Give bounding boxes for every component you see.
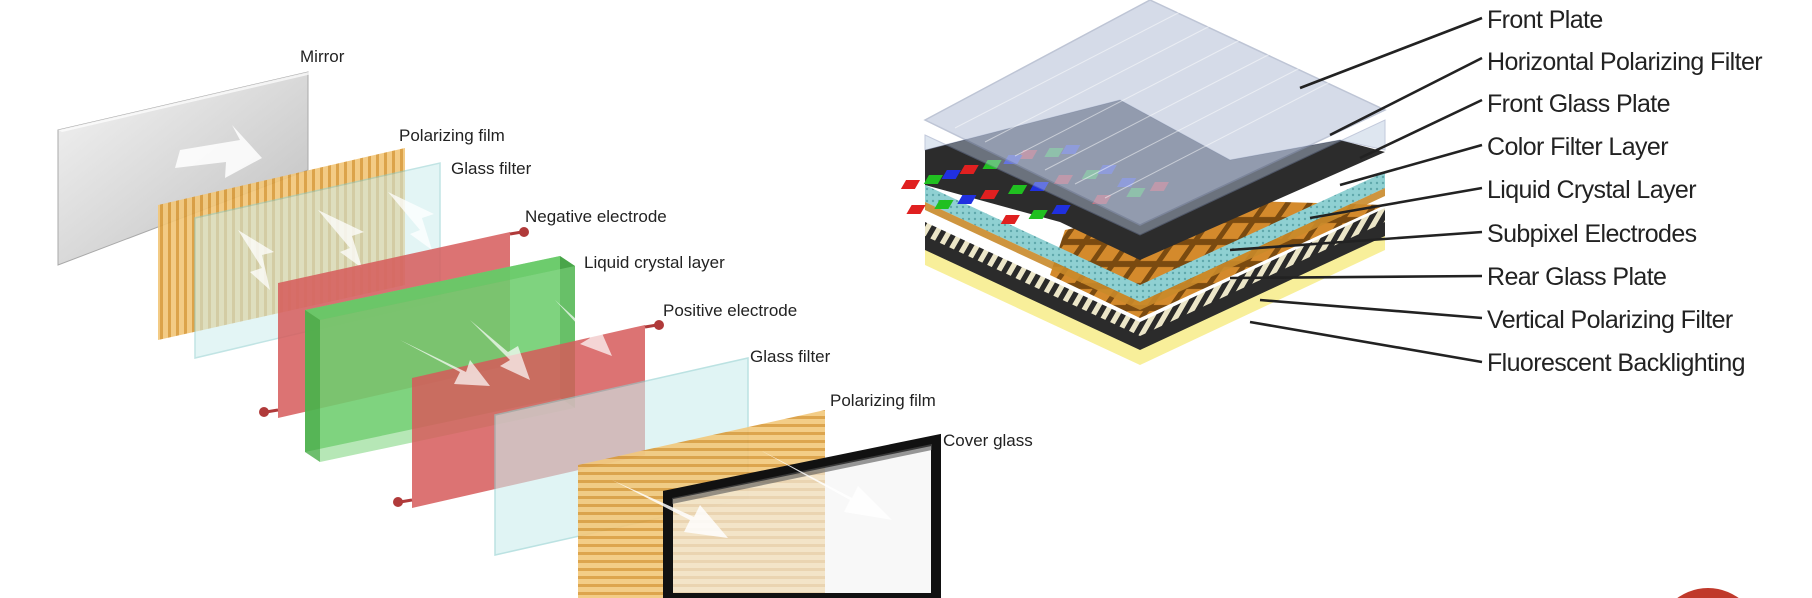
leader-lines	[1229, 16, 1483, 364]
label-positive-electrode: Positive electrode	[663, 301, 797, 320]
light-arrows-upper	[238, 192, 434, 290]
label-front-plate: Front Plate	[1487, 6, 1603, 34]
label-vertical-polarizing-filter: Vertical Polarizing Filter	[1487, 306, 1733, 334]
label-polarizing-film-front: Polarizing film	[830, 391, 936, 410]
front-plate-lines	[954, 11, 1331, 199]
label-liquid-crystal-layer-right: Liquid Crystal Layer	[1487, 176, 1696, 204]
left-exploded-diagram: Mirror Polarizing film Glass filter Nega…	[57, 47, 1033, 598]
mirror-layer	[57, 71, 312, 266]
label-glass-filter-front: Glass filter	[750, 347, 831, 366]
label-polarizing-film-rear: Polarizing film	[399, 126, 505, 145]
label-mirror: Mirror	[300, 47, 345, 66]
label-glass-filter-rear: Glass filter	[451, 159, 532, 178]
label-negative-electrode: Negative electrode	[525, 207, 667, 226]
label-color-filter-layer: Color Filter Layer	[1487, 133, 1668, 161]
right-cross-section-diagram: Front Plate Horizontal Polarizing Filter…	[900, 0, 1763, 377]
light-arrows-front	[612, 450, 892, 538]
label-fluorescent-backlighting: Fluorescent Backlighting	[1487, 349, 1745, 377]
light-arrows-middle	[400, 300, 612, 386]
rear-glass-layer	[925, 208, 1385, 336]
label-liquid-crystal-layer: Liquid crystal layer	[584, 253, 725, 272]
label-rear-glass-plate: Rear Glass Plate	[1487, 263, 1666, 291]
logo-circle-icon	[1677, 588, 1739, 598]
vertical-polarizer-layer	[925, 218, 1385, 350]
cover-glass-layer	[663, 433, 941, 598]
label-cover-glass: Cover glass	[943, 431, 1033, 450]
liquid-crystal-strip	[925, 172, 1385, 302]
front-plate-layer	[923, 0, 1387, 226]
label-subpixel-electrodes: Subpixel Electrodes	[1487, 220, 1697, 248]
label-horizontal-polarizing-filter: Horizontal Polarizing Filter	[1487, 48, 1762, 76]
label-front-glass-plate: Front Glass Plate	[1487, 90, 1670, 118]
